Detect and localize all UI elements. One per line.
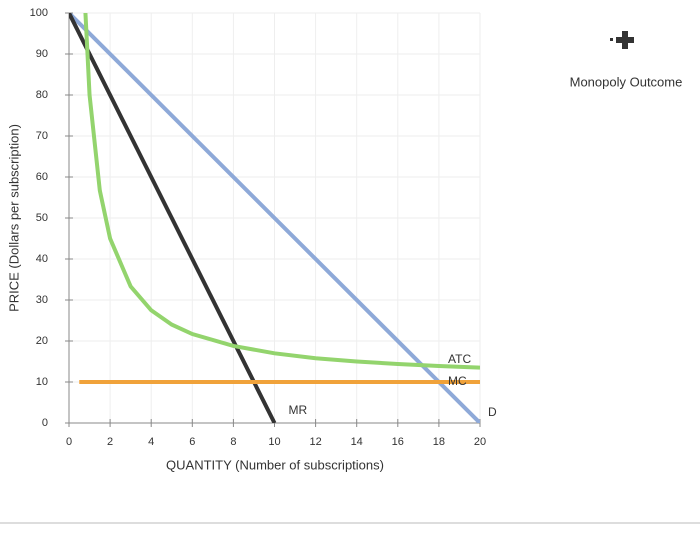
x-tick-label: 14 (351, 436, 363, 448)
curve-label: MC (448, 374, 467, 388)
x-tick-label: 10 (268, 436, 280, 448)
y-tick-label: 40 (36, 253, 48, 265)
y-tick-label: 80 (36, 89, 48, 101)
x-tick-label: 6 (189, 436, 195, 448)
y-tick-label: 60 (36, 171, 48, 183)
x-tick-label: 0 (66, 436, 72, 448)
curve-label: D (488, 405, 497, 419)
y-tick-label: 20 (36, 335, 48, 347)
curve (83, 13, 480, 370)
curve (69, 13, 277, 423)
x-tick-label: 12 (309, 436, 321, 448)
x-tick-label: 16 (392, 436, 404, 448)
curve-label: MR (289, 403, 308, 417)
y-tick-label: 0 (42, 417, 48, 429)
y-tick-label: 90 (36, 48, 48, 60)
y-tick-label: 70 (36, 130, 48, 142)
curve (69, 13, 480, 423)
x-tick-label: 2 (107, 436, 113, 448)
x-tick-label: 18 (433, 436, 445, 448)
y-tick-label: 30 (36, 294, 48, 306)
y-tick-label: 50 (36, 212, 48, 224)
y-tick-label: 100 (30, 7, 48, 19)
annotation: Monopoly Outcome (570, 74, 683, 89)
x-tick-label: 4 (148, 436, 154, 448)
y-axis-label: PRICE (Dollars per subscription) (6, 124, 21, 312)
y-tick-label: 10 (36, 376, 48, 388)
monopoly-marker (610, 31, 634, 49)
x-axis-label: QUANTITY (Number of subscriptions) (166, 457, 384, 472)
x-tick-label: 8 (230, 436, 236, 448)
curve-label: ATC (448, 352, 471, 366)
x-tick-label: 20 (474, 436, 486, 448)
